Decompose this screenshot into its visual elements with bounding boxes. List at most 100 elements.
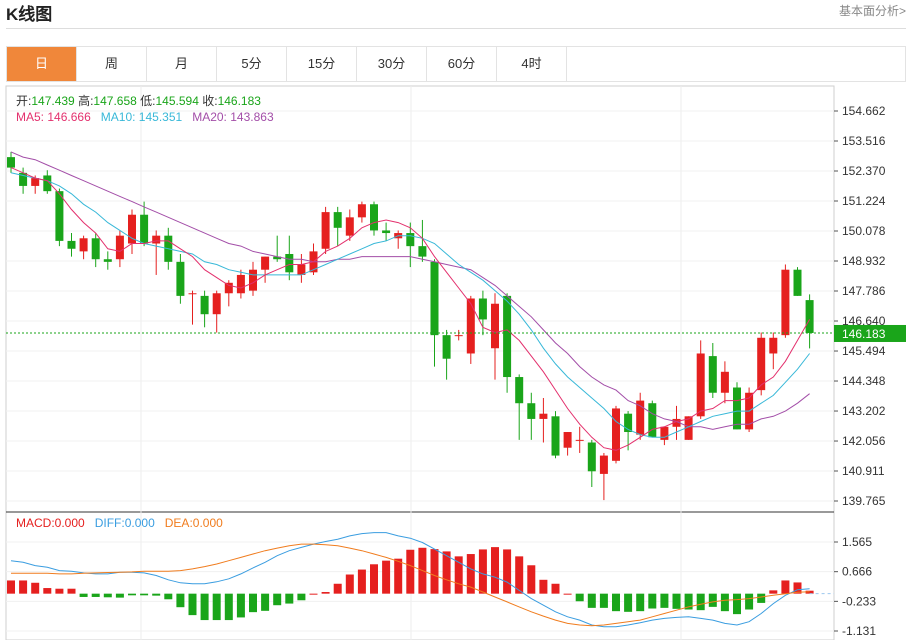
candle-body <box>188 293 197 295</box>
macd-bar <box>176 593 185 608</box>
macd-bar <box>636 593 645 612</box>
macd-bar <box>660 593 669 608</box>
ma5-label: MA5: <box>16 110 45 124</box>
price-tick-label: 148.932 <box>842 254 886 268</box>
candle-body <box>406 233 415 247</box>
candle-body <box>430 261 439 336</box>
macd-bar <box>442 551 451 594</box>
candle-body <box>539 413 548 419</box>
candle-body <box>624 413 633 433</box>
price-tick-label: 153.516 <box>842 134 886 148</box>
candle-body <box>587 442 596 472</box>
open-label: 开: <box>16 94 32 108</box>
macd-bar <box>733 593 741 615</box>
dea-line <box>11 543 810 627</box>
candle-body <box>152 235 161 244</box>
price-tick-label: 147.786 <box>842 284 886 298</box>
candle-body <box>466 298 475 354</box>
low-label: 低: <box>140 94 156 108</box>
macd-bar <box>333 583 342 594</box>
candle-body <box>79 238 88 252</box>
ma10-line <box>10 172 810 438</box>
price-tick-label: 150.078 <box>842 224 886 238</box>
diff-value: 0.000 <box>124 516 155 530</box>
tab-day[interactable]: 日 <box>7 47 77 81</box>
candle-body <box>43 175 52 192</box>
tab-week[interactable]: 周 <box>77 47 147 81</box>
candle-body <box>236 274 245 294</box>
tab-60min[interactable]: 60分 <box>427 47 497 81</box>
candle-body <box>733 387 741 430</box>
macd-tick-label: -0.233 <box>842 594 876 608</box>
candle-body <box>793 269 802 296</box>
diff-label: DIFF: <box>94 516 125 530</box>
macd-bar <box>7 580 15 594</box>
macd-tick-label: -1.131 <box>842 624 876 638</box>
tab-5min[interactable]: 5分 <box>217 47 287 81</box>
macd-bar <box>720 593 729 612</box>
candle-body <box>418 246 427 257</box>
tab-month[interactable]: 月 <box>147 47 217 81</box>
macd-bar <box>357 569 366 594</box>
macd-bar <box>164 593 173 600</box>
macd-bar <box>261 593 270 611</box>
macd-bar <box>503 549 512 594</box>
tab-30min[interactable]: 30分 <box>357 47 427 81</box>
macd-bar <box>31 582 40 594</box>
candle-body <box>672 418 681 427</box>
macd-bar <box>648 593 657 609</box>
ma10-label: MA10: <box>100 110 136 124</box>
ma-legend: MA5: 146.666 MA10: 145.351 MA20: 143.863 <box>16 110 274 124</box>
macd-bar <box>515 556 524 594</box>
candle-body <box>491 303 499 349</box>
fundamental-analysis-link[interactable]: 基本面分析> <box>838 4 906 18</box>
macd-bar <box>212 593 221 621</box>
candle-body <box>273 256 282 260</box>
tab-15min[interactable]: 15分 <box>287 47 357 81</box>
macd-bar <box>478 549 487 594</box>
candle-body <box>176 261 185 296</box>
candle-body <box>31 178 40 186</box>
candle-body <box>684 416 693 440</box>
price-panel-frame <box>5 85 835 513</box>
price-tick-label: 152.370 <box>842 164 886 178</box>
candle-body <box>696 353 705 417</box>
candle-body <box>321 212 330 249</box>
candle-body <box>612 408 620 461</box>
macd-bar <box>454 556 463 594</box>
price-tick-label: 140.911 <box>842 464 885 478</box>
low-value: 145.594 <box>155 94 199 108</box>
macd-bar <box>793 582 802 594</box>
price-tick-label: 151.224 <box>842 194 886 208</box>
ma20-value: 143.863 <box>230 110 274 124</box>
macd-bar <box>696 593 705 611</box>
price-tick-label: 143.202 <box>842 404 886 418</box>
macd-tick-label: 1.565 <box>842 535 872 549</box>
tab-4hour[interactable]: 4时 <box>497 47 567 81</box>
candle-body <box>19 172 28 186</box>
macd-bar <box>527 565 536 594</box>
title-divider <box>6 28 906 29</box>
candle-body <box>769 337 778 354</box>
candle-body <box>103 259 112 262</box>
candle-body <box>720 371 729 393</box>
macd-bar <box>587 593 596 608</box>
candle-body <box>285 253 294 273</box>
macd-legend: MACD:0.000 DIFF:0.000 DEA:0.000 <box>16 516 223 530</box>
ma10-value: 145.351 <box>138 110 183 124</box>
macd-bar <box>394 558 403 594</box>
candle-body <box>551 416 560 456</box>
high-label: 高: <box>78 94 94 108</box>
candle-body <box>563 432 572 448</box>
macd-bar <box>309 593 318 595</box>
current-price-label: 146.183 <box>842 327 886 341</box>
candle-body <box>708 356 717 393</box>
macd-bar <box>103 593 112 598</box>
current-price-tag <box>834 324 906 342</box>
candle-body <box>128 214 136 244</box>
macd-bar <box>624 593 633 612</box>
macd-bar <box>551 583 560 594</box>
macd-bar <box>200 593 209 621</box>
close-label: 收: <box>202 94 218 108</box>
